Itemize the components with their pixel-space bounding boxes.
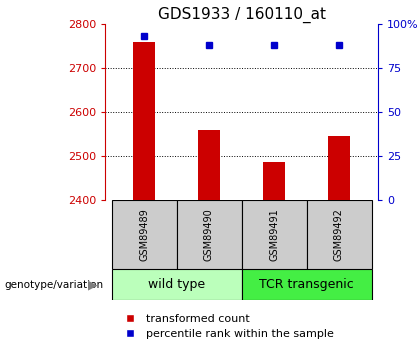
Bar	[133, 42, 155, 200]
Bar	[176, 200, 242, 269]
Text: GSM89490: GSM89490	[204, 208, 214, 261]
Text: wild type: wild type	[148, 278, 205, 291]
Text: GSM89489: GSM89489	[139, 208, 149, 261]
Bar	[241, 269, 372, 300]
Bar	[262, 162, 285, 200]
Text: TCR transgenic: TCR transgenic	[259, 278, 354, 291]
Bar	[328, 136, 350, 200]
Text: genotype/variation: genotype/variation	[4, 280, 103, 289]
Text: ▶: ▶	[88, 278, 97, 291]
Text: GSM89491: GSM89491	[269, 208, 279, 261]
Title: GDS1933 / 160110_at: GDS1933 / 160110_at	[158, 7, 326, 23]
Bar	[111, 269, 242, 300]
Bar	[111, 200, 176, 269]
Bar	[198, 130, 220, 200]
Legend: transformed count, percentile rank within the sample: transformed count, percentile rank withi…	[115, 309, 338, 344]
Text: GSM89492: GSM89492	[334, 208, 344, 261]
Bar	[241, 200, 307, 269]
Bar	[307, 200, 372, 269]
